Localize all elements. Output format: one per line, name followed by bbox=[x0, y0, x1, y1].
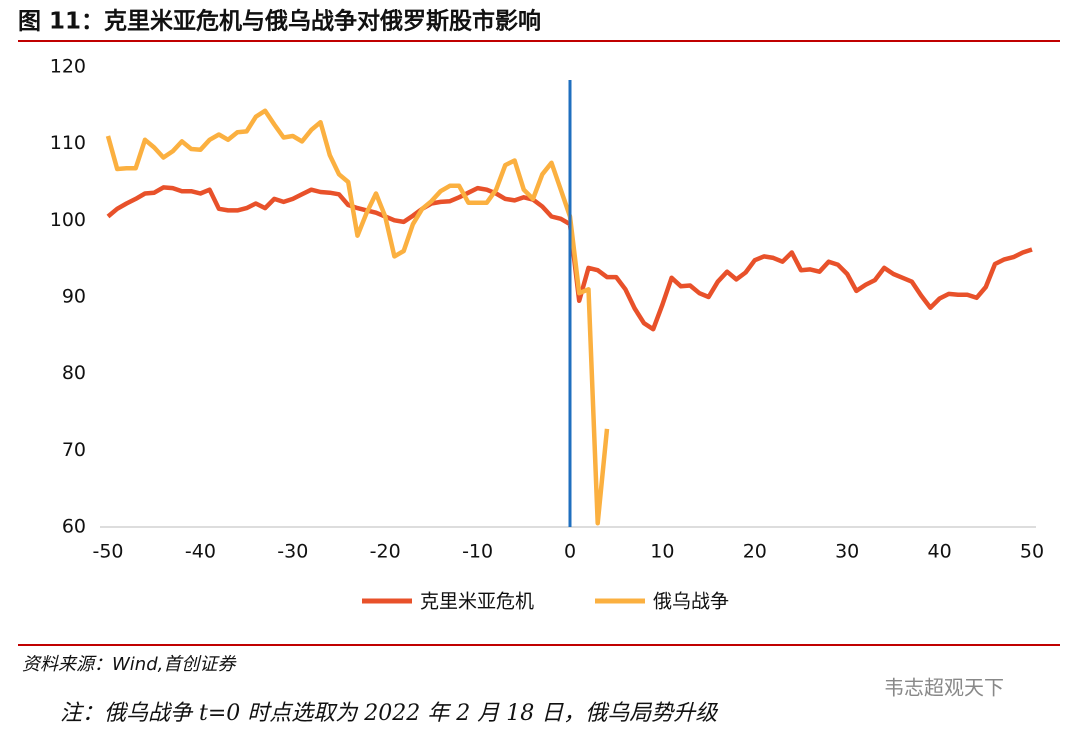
watermark: 韦志超观天下 bbox=[884, 676, 1004, 700]
y-tick-label: 70 bbox=[62, 439, 86, 461]
y-tick-label: 100 bbox=[50, 209, 86, 231]
x-tick-label: 0 bbox=[564, 541, 576, 563]
y-tick-label: 80 bbox=[62, 362, 86, 384]
x-tick-label: 30 bbox=[835, 541, 859, 563]
x-tick-label: 10 bbox=[650, 541, 674, 563]
x-tick-label: 40 bbox=[928, 541, 952, 563]
legend-label: 克里米亚危机 bbox=[420, 591, 534, 613]
x-tick-label: 50 bbox=[1020, 541, 1044, 563]
y-tick-label: 120 bbox=[50, 56, 86, 78]
chart-title: 图 11：克里米亚危机与俄乌战争对俄罗斯股市影响 bbox=[18, 8, 541, 35]
y-tick-label: 110 bbox=[50, 132, 86, 154]
x-tick-label: 20 bbox=[743, 541, 767, 563]
source: 资料来源：Wind,首创证券 bbox=[22, 654, 237, 675]
legend-label: 俄乌战争 bbox=[653, 591, 729, 613]
y-tick-label: 90 bbox=[62, 286, 86, 308]
line-series bbox=[105, 108, 610, 526]
x-tick-label: -40 bbox=[185, 541, 216, 563]
x-tick-label: -50 bbox=[92, 541, 123, 563]
x-tick-label: -30 bbox=[277, 541, 308, 563]
note: 注：俄乌战争 t=0 时点选取为 2022 年 2 月 18 日，俄乌局势升级 bbox=[60, 701, 719, 726]
x-tick-label: -10 bbox=[462, 541, 493, 563]
x-tick-label: -20 bbox=[370, 541, 401, 563]
y-tick-label: 60 bbox=[62, 516, 86, 538]
